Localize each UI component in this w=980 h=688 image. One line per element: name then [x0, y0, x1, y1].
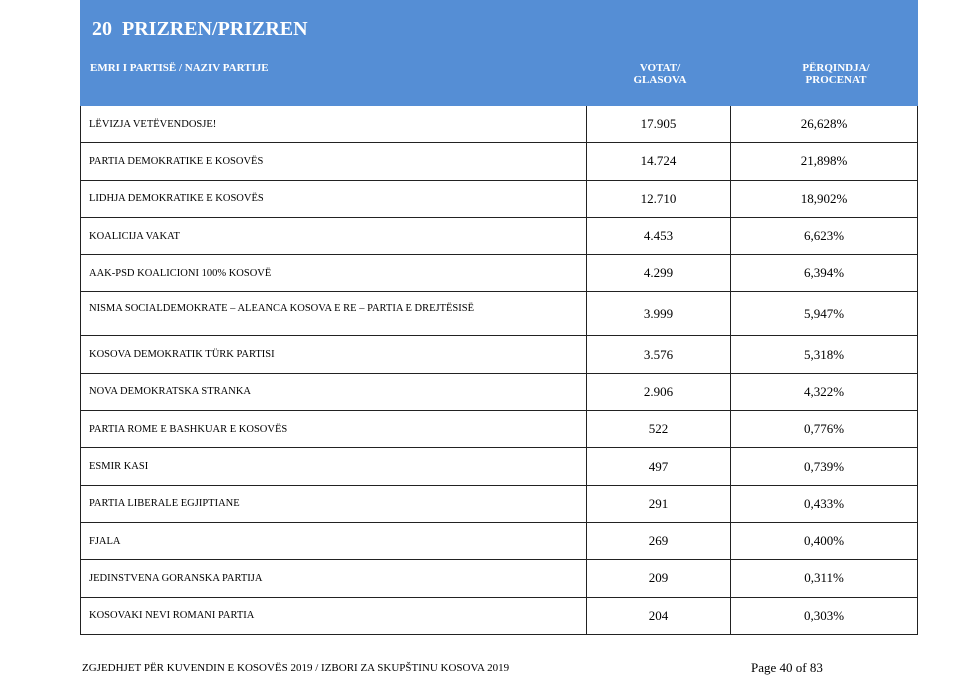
party-name: KOSOVAKI NEVI ROMANI PARTIA: [80, 597, 587, 634]
table-row: AAK-PSD KOALICIONI 100% KOSOVË 4.299 6,394…: [80, 255, 918, 293]
party-name: JEDINSTVENA GORANSKA PARTIJA: [80, 560, 587, 597]
votes: 2.906: [587, 373, 731, 411]
votes: 14.724: [587, 143, 731, 180]
party-name: KOALICIJA VAKAT: [80, 217, 587, 255]
votes: 209: [587, 560, 731, 597]
title: 20 PRIZREN/PRIZREN: [92, 18, 308, 40]
percentage: 4,322%: [731, 373, 918, 411]
party-name: PARTIA DEMOKRATIKE E KOSOVËS: [80, 143, 587, 180]
table-row: ESMIR KASI 497 0,739%: [80, 448, 918, 486]
table-row: PARTIA ROME E BASHKUAR E KOSOVËS 522 0,776…: [80, 411, 918, 449]
percentage: 0,739%: [731, 448, 918, 485]
votes: 3.999: [587, 292, 731, 336]
table: LËVIZJA VETËVENDOSJE! 17.905 26,628% PARTIA…: [80, 106, 918, 635]
percentage: 0,433%: [731, 485, 918, 522]
percentage: 6,623%: [731, 217, 918, 255]
table-row: NOVA DEMOKRATSKA STRANKA 2.906 4,322%: [80, 373, 918, 412]
percentage: 0,303%: [731, 597, 918, 634]
column-header: PËRQINDJA/ PROCENAT: [802, 62, 870, 86]
party-name: PARTIA LIBERALE EGJIPTIANE: [80, 485, 587, 522]
votes: 3.576: [587, 336, 731, 373]
percentage: 6,394%: [731, 255, 918, 292]
percentage: 5,947%: [731, 292, 918, 336]
party-name: AAK-PSD KOALICIONI 100% KOSOVË: [80, 255, 587, 292]
votes: 269: [587, 522, 731, 560]
party-name: ESMIR KASI: [80, 448, 587, 485]
table-row: JEDINSTVENA GORANSKA PARTIJA 209 0,311%: [80, 560, 918, 598]
table-row: KOSOVAKI NEVI ROMANI PARTIA 204 0,303%: [80, 597, 918, 635]
votes: 291: [587, 485, 731, 522]
percentage: 26,628%: [731, 106, 918, 143]
votes: 522: [587, 411, 731, 448]
percentage: 0,400%: [731, 522, 918, 560]
table-row: FJALA 269 0,400%: [80, 522, 918, 561]
party-name: NOVA DEMOKRATSKA STRANKA: [80, 373, 587, 411]
percentage: 18,902%: [731, 180, 918, 217]
page-number: Page 40 of 83: [751, 660, 823, 675]
votes: 4.299: [587, 255, 731, 292]
table-row: NISMA SOCIALDEMOKRATE – ALEANCA KOSOVA E…: [80, 292, 918, 337]
votes: 17.905: [587, 106, 731, 143]
column-header: EMRI I PARTISË / NAZIV PARTIJE: [90, 62, 269, 74]
votes: 12.710: [587, 180, 731, 217]
footer-text: ZGJEDHJET PËR KUVENDIN E KOSOVËS 2019 / …: [82, 662, 510, 674]
party-name: KOSOVA DEMOKRATIK TÜRK PARTISI: [80, 336, 587, 373]
percentage: 0,776%: [731, 411, 918, 448]
table-row: LËVIZJA VETËVENDOSJE! 17.905 26,628%: [80, 106, 918, 144]
table-row: PARTIA LIBERALE EGJIPTIANE 291 0,433%: [80, 485, 918, 523]
votes: 497: [587, 448, 731, 485]
percentage: 21,898%: [731, 143, 918, 180]
party-name: LËVIZJA VETËVENDOSJE!: [80, 106, 587, 143]
votes: 204: [587, 597, 731, 634]
percentage: 5,318%: [731, 336, 918, 373]
party-name: NISMA SOCIALDEMOKRATE – ALEANCA KOSOVA E…: [80, 292, 587, 336]
column-header: VOTAT/ GLASOVA: [633, 62, 687, 86]
table-row: LIDHJA DEMOKRATIKE E KOSOVËS 12.710 18,902…: [80, 180, 918, 218]
party-name: FJALA: [80, 522, 587, 560]
party-name: PARTIA ROME E BASHKUAR E KOSOVËS: [80, 411, 587, 448]
table-row: KOSOVA DEMOKRATIK TÜRK PARTISI 3.576 5,318…: [80, 336, 918, 374]
votes: 4.453: [587, 217, 731, 255]
percentage: 0,311%: [731, 560, 918, 597]
header: 20 PRIZREN/PRIZREN EMRI I PARTISË / NAZI…: [80, 0, 918, 106]
table-row: PARTIA DEMOKRATIKE E KOSOVËS 14.724 21,898…: [80, 143, 918, 181]
party-name: LIDHJA DEMOKRATIKE E KOSOVËS: [80, 180, 587, 217]
table-row: KOALICIJA VAKAT 4.453 6,623%: [80, 217, 918, 256]
